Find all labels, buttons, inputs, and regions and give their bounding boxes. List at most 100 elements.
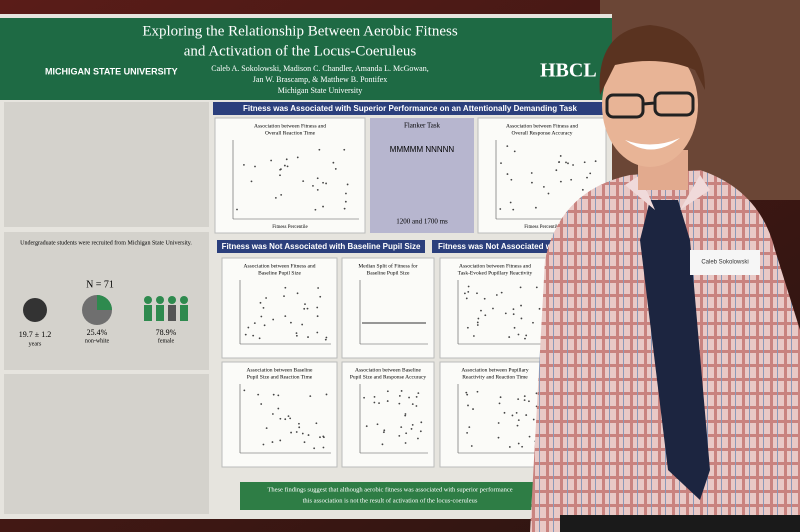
plot-dot	[500, 162, 502, 165]
plot-dot	[325, 393, 328, 396]
plot-dot	[463, 292, 466, 295]
plot-dot	[531, 181, 533, 184]
plot-dot	[520, 304, 522, 307]
smile	[625, 138, 680, 150]
plot-dot	[296, 156, 299, 159]
head-icon	[23, 298, 47, 322]
plot-dot	[542, 186, 545, 188]
plot-dot	[322, 205, 324, 208]
conclusion: These findings suggest that although aer…	[267, 486, 512, 493]
plot-dot	[304, 303, 306, 305]
plot-dot	[498, 402, 501, 405]
plot-dot	[559, 155, 562, 157]
plot-dot	[284, 315, 287, 317]
plot-dot	[516, 424, 519, 427]
section-header	[217, 240, 425, 253]
plot-dot	[312, 184, 314, 187]
section-title: Fitness was Associated with Superior Per…	[243, 104, 578, 113]
plot-dot	[265, 427, 268, 430]
section-header	[213, 102, 609, 115]
plot-dot	[547, 192, 550, 195]
plot-dot	[301, 323, 304, 326]
plot-dot	[581, 188, 584, 191]
plot-dot	[303, 441, 306, 444]
plot-panel	[341, 361, 435, 468]
plot-dot	[515, 411, 518, 414]
plot-dot	[243, 389, 246, 392]
age: 19.7 ± 1.2	[19, 330, 51, 339]
plot-dot	[467, 285, 470, 288]
plot-dot	[417, 392, 420, 395]
plot-dot	[589, 172, 592, 175]
title: and Activation of the Locus-Coeruleus	[184, 43, 417, 59]
plot-dot	[316, 188, 319, 191]
plot-dot	[492, 307, 494, 310]
plot-dot	[532, 418, 535, 421]
plot-dot	[483, 297, 486, 300]
plot-dot	[301, 432, 304, 435]
plot-dot	[517, 419, 520, 422]
plot-dot	[558, 161, 561, 163]
plot-dot	[586, 176, 588, 179]
plot-dot	[290, 431, 292, 434]
plot-dot	[345, 192, 347, 195]
n: N = 71	[86, 279, 114, 290]
people-icons	[144, 296, 188, 321]
plot-dot	[420, 421, 423, 424]
person: Caleb Sokolowski	[530, 25, 800, 532]
plot-dot	[465, 297, 468, 300]
plot-dot	[466, 431, 469, 434]
age-unit: years	[29, 341, 42, 347]
flanker-box	[370, 118, 474, 233]
plot-dot	[517, 333, 520, 336]
plot-dot	[504, 312, 507, 315]
plot-dot	[295, 334, 298, 337]
plot-dot	[419, 430, 422, 433]
authors: Jan W. Brascamp, & Matthew B. Pontifex	[253, 75, 387, 84]
plot-title: Median Split of Fitness for	[358, 262, 417, 269]
plot-dot	[465, 391, 468, 394]
plot-title: Pupil Size and Response Accuracy	[350, 374, 427, 380]
plot-dot	[376, 423, 379, 426]
plot-title: Association between Fitness and	[506, 123, 578, 129]
plot-dot	[365, 425, 368, 428]
glasses	[605, 91, 695, 119]
plot-dot	[283, 164, 286, 167]
belt	[560, 515, 800, 532]
plot-dot	[271, 441, 274, 443]
plot-dot	[410, 428, 413, 430]
plot-dot	[236, 208, 238, 211]
plot-dot	[289, 417, 292, 420]
plot-dot	[565, 161, 567, 164]
plot-dot	[476, 390, 479, 393]
plot-title: Baseline Pupil Size	[367, 270, 410, 276]
plot-dot	[322, 181, 324, 184]
plot-dot	[265, 297, 268, 299]
plot-dot	[324, 338, 327, 341]
plot-panel	[221, 361, 338, 468]
plot-dot	[271, 413, 274, 415]
name-tag-text: Caleb Sokolowski	[701, 260, 748, 266]
plot-dot	[296, 292, 299, 295]
panel	[4, 102, 209, 227]
plot-dot	[535, 392, 538, 395]
plot-dot	[530, 172, 533, 174]
plot-dot	[363, 396, 365, 399]
face	[602, 43, 698, 167]
plot-dot	[279, 417, 282, 420]
title: Exploring the Relationship Between Aerob…	[142, 23, 458, 39]
pie-slice	[97, 295, 112, 310]
plot-dot	[258, 337, 261, 340]
plot-dot	[513, 150, 516, 153]
plot-dot	[279, 174, 281, 177]
plot-dot	[316, 306, 319, 309]
plot-dot	[262, 443, 265, 446]
plot-dot	[277, 407, 280, 410]
plot-dot	[404, 413, 407, 415]
plot-dot	[517, 442, 520, 445]
plot-dot	[398, 395, 401, 397]
plot-dot	[378, 402, 380, 405]
plot-dot	[594, 160, 597, 163]
